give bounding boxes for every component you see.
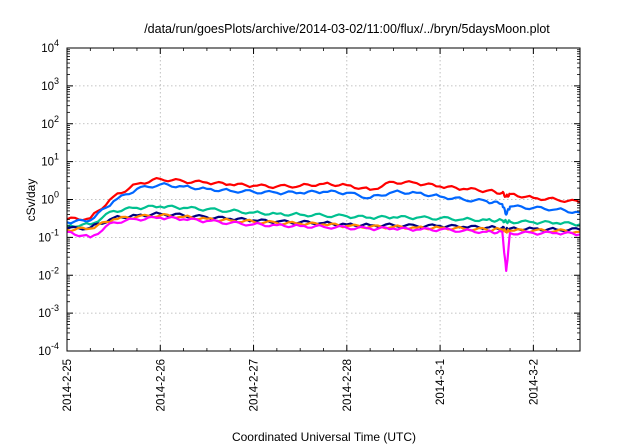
- chart-title: /data/run/goesPlots/archive/2014-03-02/1…: [144, 22, 550, 36]
- y-tick-label: 10-3: [38, 303, 59, 320]
- series-line: [66, 177, 581, 222]
- x-tick-label: 2014-2-26: [155, 359, 167, 411]
- series-line: [66, 213, 581, 235]
- grid: [67, 48, 580, 351]
- y-tick-label: 104: [41, 38, 59, 55]
- y-tick-label: 103: [41, 76, 59, 93]
- y-tick-label: 100: [41, 190, 59, 207]
- series-line: [66, 204, 581, 228]
- x-tick-label: 2014-2-27: [249, 359, 261, 411]
- y-tick-label: 102: [41, 114, 59, 131]
- series-lines: [66, 177, 581, 272]
- y-tick-label: 10-2: [38, 265, 59, 282]
- x-axis: 2014-2-25 2014-2-26 2014-2-27 2014-2-28 2014…: [62, 48, 558, 411]
- y-axis: 10-4 10-3 10-2 10-1 100 101 102 103 104: [38, 38, 580, 358]
- series-line: [66, 211, 581, 233]
- y-axis-label: cSv/day: [24, 179, 38, 222]
- series-line: [66, 215, 581, 272]
- y-tick-label: 10-1: [38, 227, 59, 244]
- x-tick-label: 2014-2-28: [342, 359, 354, 411]
- x-tick-label: 2014-3-1: [435, 359, 447, 405]
- y-tick-label: 10-4: [38, 341, 59, 358]
- series-line: [66, 182, 581, 225]
- x-tick-label: 2014-2-25: [62, 359, 74, 411]
- y-tick-label: 101: [41, 152, 59, 169]
- x-axis-label: Coordinated Universal Time (UTC): [232, 430, 416, 444]
- x-tick-label: 2014-3-2: [528, 359, 540, 405]
